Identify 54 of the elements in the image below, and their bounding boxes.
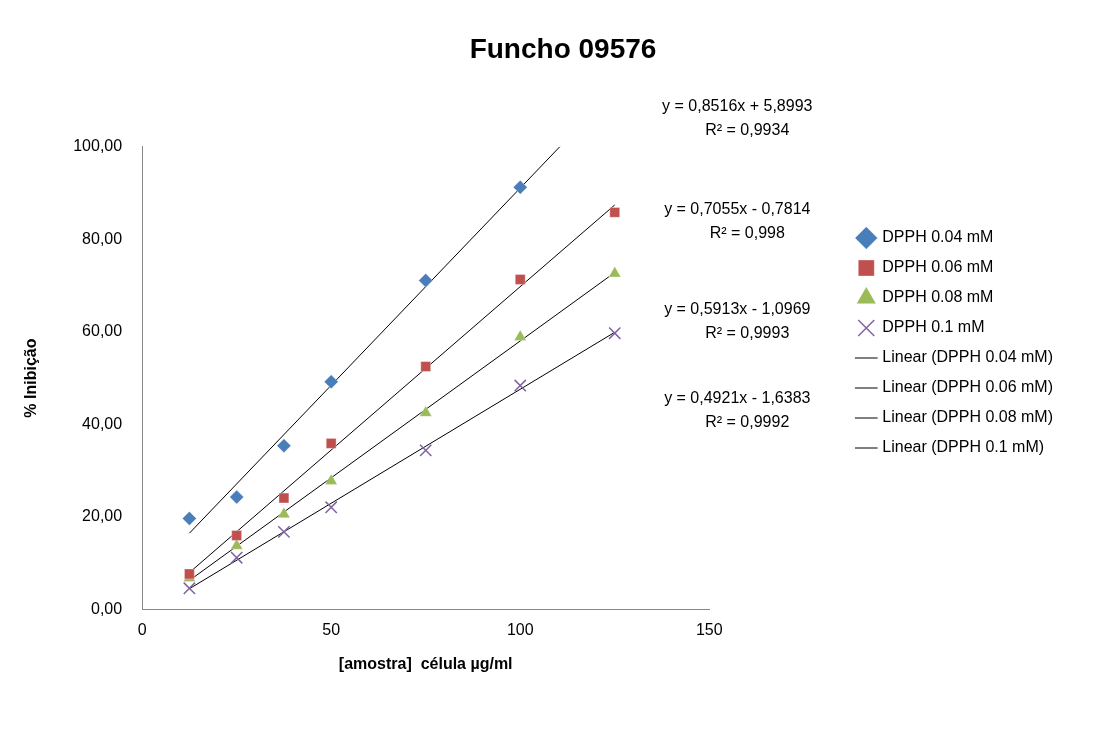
legend-label: DPPH 0.06 mM: [882, 258, 994, 276]
legend-label: Linear (DPPH 0.1 mM): [882, 438, 1045, 456]
x-tick-label: 100: [506, 620, 534, 638]
legend-label: DPPH 0.04 mM: [882, 228, 994, 246]
point: [230, 551, 244, 565]
point: [608, 326, 622, 340]
legend-label: Linear (DPPH 0.06 mM): [882, 378, 1053, 396]
annotation: R² = 0,9992: [705, 413, 790, 431]
y-tick-label: 100,00: [73, 137, 123, 155]
point: [609, 206, 621, 218]
point: [278, 492, 290, 504]
point: [324, 500, 338, 514]
point: [323, 374, 339, 390]
point: [229, 489, 245, 505]
point: [325, 437, 337, 449]
point: [277, 525, 291, 539]
point: [513, 379, 527, 392]
point: [419, 443, 433, 457]
y-axis-title: % Inibição: [22, 338, 40, 418]
point: [230, 538, 244, 550]
legend-label: DPPH 0.08 mM: [882, 288, 994, 306]
annotation: R² = 0,998: [709, 224, 785, 242]
point: [420, 361, 432, 372]
point: [513, 329, 527, 341]
point: [181, 510, 197, 526]
point: [231, 530, 243, 541]
annotation: R² = 0,9993: [705, 324, 790, 342]
point: [514, 274, 526, 285]
y-tick-label: 60,00: [82, 322, 123, 340]
y-tick-label: 20,00: [82, 507, 123, 525]
point: [512, 179, 528, 195]
point: [182, 581, 196, 595]
annotation: y = 0,5913x - 1,0969: [664, 300, 811, 318]
text: y = 0,8516x + 5,8993: [662, 97, 813, 115]
legend-label: Linear (DPPH 0.04 mM): [882, 348, 1053, 366]
x-tick-label: 50: [322, 620, 341, 638]
y-tick-label: 40,00: [82, 414, 123, 432]
x-axis-title: [amostra] célula µg/ml: [338, 654, 513, 672]
legend-label: Linear (DPPH 0.08 mM): [882, 408, 1053, 426]
point: [277, 506, 291, 519]
legend-label: DPPH 0.1 mM: [882, 318, 985, 336]
x-tick-label: 150: [695, 620, 723, 638]
point: [418, 272, 434, 288]
x-tick-label: 0: [137, 620, 147, 638]
y-tick-label: 80,00: [82, 229, 123, 247]
chart-title: Funcho 09576: [469, 32, 657, 64]
annotation: y = 0,4921x - 1,6383: [664, 389, 811, 407]
point: [608, 265, 622, 278]
point: [324, 473, 338, 485]
text: R² = 0,9934: [705, 121, 790, 139]
point: [419, 405, 433, 417]
y-tick-label: 0,00: [91, 600, 123, 618]
annotation: y = 0,7055x - 0,7814: [664, 200, 811, 218]
point: [276, 438, 292, 454]
